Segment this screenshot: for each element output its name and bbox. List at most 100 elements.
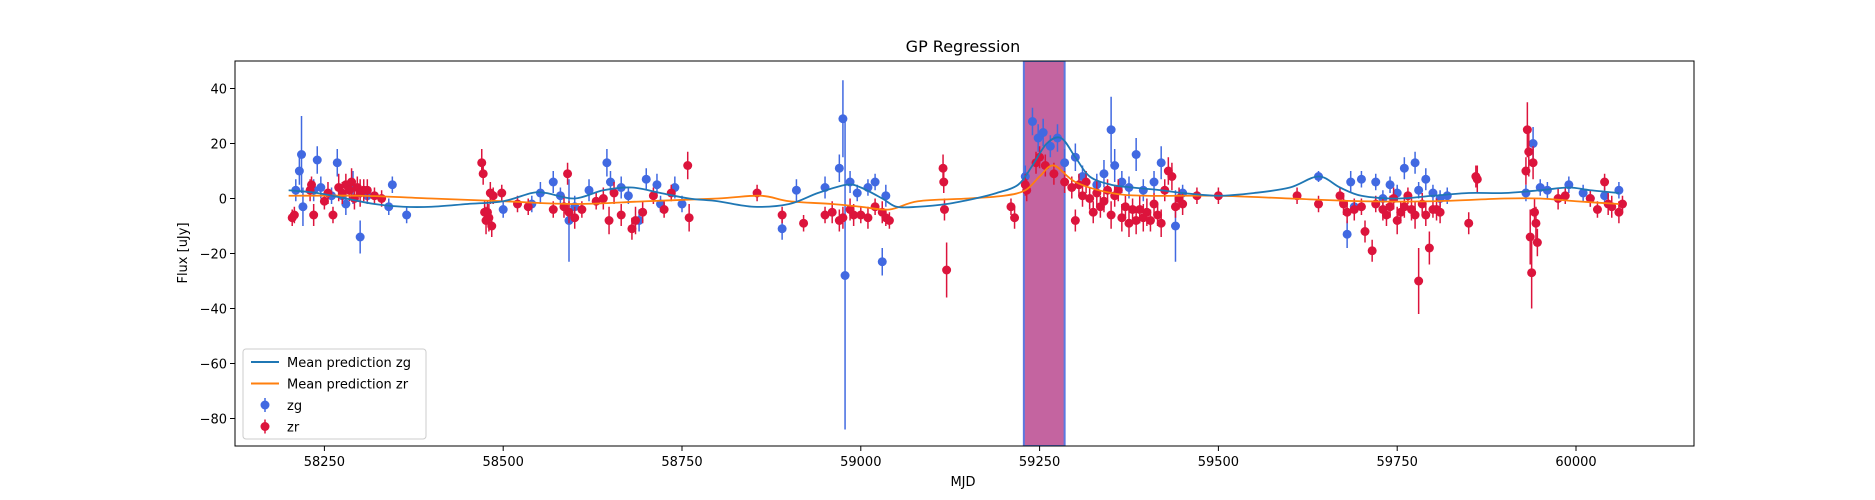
marker-zr [1124, 218, 1134, 228]
point-zg [1156, 146, 1166, 180]
y-axis: 40 20 0 −20 −40 −60 −80 [200, 83, 235, 428]
marker-zr [1342, 207, 1352, 217]
y-tick-label: 40 [210, 83, 227, 98]
x-tick-label: 58250 [304, 455, 345, 470]
marker-zg [838, 114, 848, 124]
marker-zg [1421, 174, 1431, 184]
point-zr [1156, 209, 1166, 237]
marker-zg [387, 180, 397, 190]
point-zr [631, 206, 641, 235]
marker-zr [1314, 199, 1324, 209]
point-zg [332, 149, 342, 177]
marker-zr [1531, 218, 1541, 228]
series-zr [287, 102, 1627, 314]
point-zg [402, 206, 412, 224]
marker-zg [1399, 163, 1409, 173]
point-zr [1435, 201, 1445, 224]
marker-zr [1392, 216, 1402, 225]
marker-zr [1385, 202, 1395, 212]
marker-zr [307, 180, 317, 190]
point-zr [659, 201, 669, 218]
point-zr [563, 162, 573, 185]
marker-zr [1356, 202, 1366, 212]
marker-zr [1156, 218, 1166, 228]
point-zg [548, 171, 558, 193]
marker-zr [863, 213, 873, 223]
legend-label: Mean prediction zr [287, 378, 409, 393]
marker-zg [1410, 158, 1420, 168]
point-zr [1049, 162, 1059, 185]
marker-zr [683, 161, 693, 170]
marker-zr [1349, 205, 1359, 214]
marker-zr [1167, 172, 1177, 181]
point-zr [497, 184, 507, 202]
marker-zr [1360, 227, 1370, 236]
point-zg [341, 193, 351, 215]
x-tick-label: 58500 [483, 455, 524, 470]
point-zg [1342, 220, 1352, 248]
marker-zr [1528, 158, 1538, 168]
marker-zg [1170, 221, 1180, 231]
marker-zr [477, 158, 487, 168]
marker-zg [498, 205, 508, 214]
point-zr [616, 204, 626, 226]
marker-zr [319, 196, 329, 206]
point-zr [1120, 195, 1130, 218]
marker-zg [1110, 161, 1120, 170]
marker-zr [777, 210, 787, 220]
marker-zr [939, 177, 949, 187]
legend-entry: Mean prediction zg [251, 356, 411, 371]
marker-zg [1060, 158, 1070, 168]
point-zg [298, 187, 308, 226]
point-zg [387, 176, 397, 193]
marker-zr [1464, 218, 1474, 228]
y-tick-label: 0 [219, 193, 227, 208]
marker-zr [1099, 196, 1109, 206]
marker-zr [1120, 202, 1130, 212]
marker-zg [852, 188, 862, 198]
marker-zg [1342, 229, 1352, 239]
marker-zr [1421, 210, 1431, 220]
marker-zr [1078, 191, 1088, 201]
point-zg [312, 146, 322, 174]
point-zr [1527, 237, 1537, 309]
point-zr [1553, 187, 1563, 210]
marker-zg [677, 199, 687, 209]
point-zr [1342, 201, 1352, 224]
marker-zg [791, 185, 801, 195]
marker-zr [1142, 207, 1152, 217]
marker-zr [1600, 177, 1610, 187]
marker-zr [309, 210, 319, 220]
marker-zr [487, 221, 497, 231]
marker-zr [478, 169, 488, 179]
marker-zr [1088, 207, 1098, 217]
point-zr [1035, 146, 1045, 169]
point-zr [1531, 206, 1541, 240]
marker-zr [488, 191, 498, 201]
marker-zr [1435, 207, 1445, 217]
point-zr [863, 206, 873, 229]
marker-zr [1049, 169, 1059, 179]
point-zg [845, 171, 855, 193]
marker-zr [1381, 210, 1391, 220]
x-tick-label: 60000 [1555, 455, 1596, 470]
chart-title: GP Regression [906, 37, 1021, 56]
marker-zr [1117, 213, 1127, 223]
marker-zr [1525, 232, 1535, 242]
legend-entry: zr [260, 419, 300, 436]
marker-zr [1010, 213, 1020, 223]
marker-zg [1149, 177, 1159, 187]
x-tick-label: 58750 [661, 455, 702, 470]
x-tick-label: 59750 [1377, 455, 1418, 470]
marker-zg [602, 158, 612, 168]
marker-zr [659, 205, 669, 214]
marker-zr [627, 224, 637, 234]
marker-zg [584, 185, 594, 195]
point-zr [827, 201, 837, 224]
marker-zr [1585, 194, 1595, 203]
point-zg [870, 173, 880, 191]
marker-zr [938, 163, 948, 173]
point-zr [478, 162, 488, 185]
point-zr [942, 242, 952, 298]
point-zg [1399, 157, 1409, 180]
